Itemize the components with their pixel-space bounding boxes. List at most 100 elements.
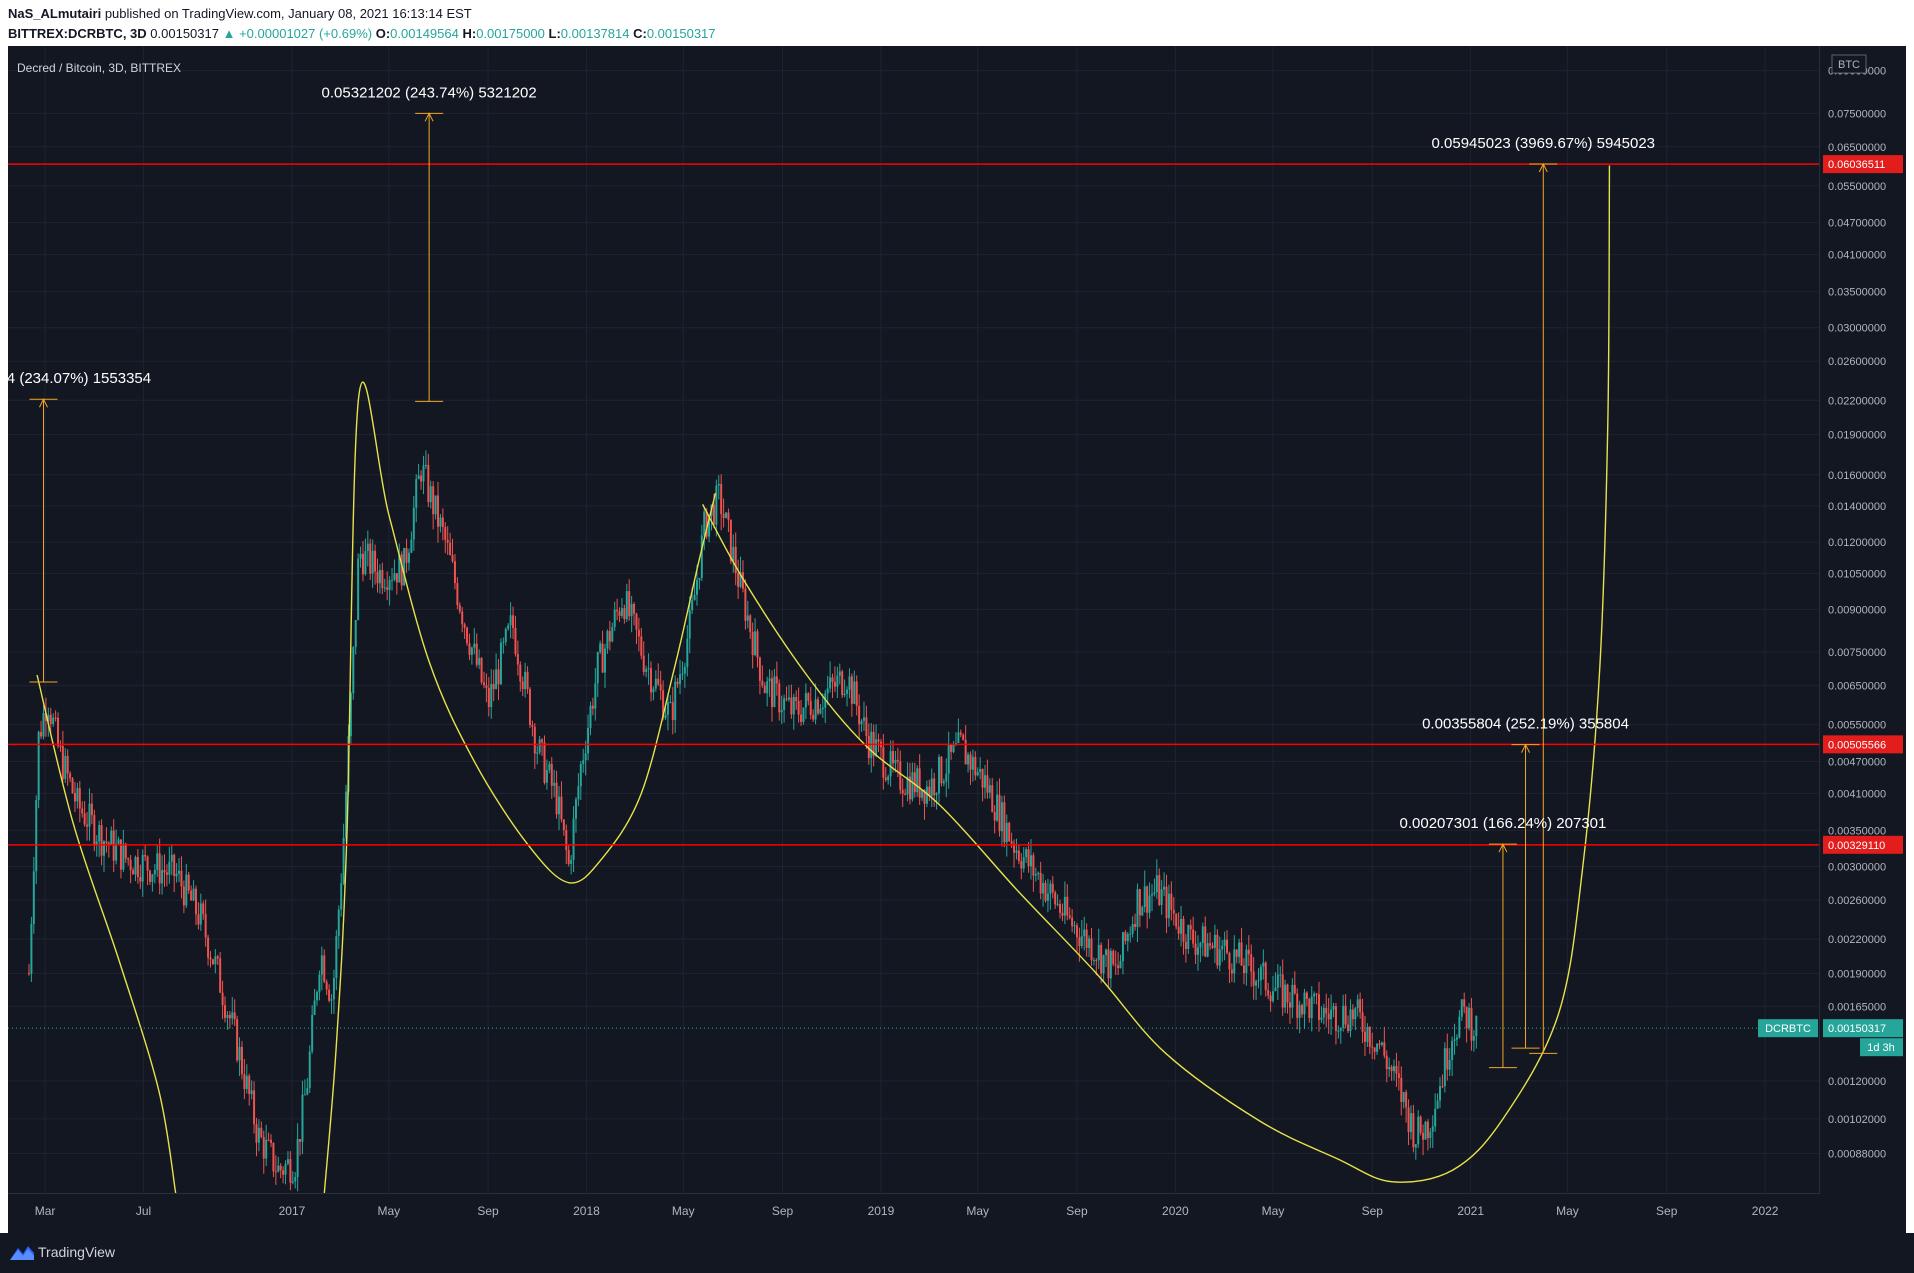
measure-label: 0.00207301 (166.24%) 207301	[1400, 815, 1607, 832]
price-tick-label: 0.07500000	[1828, 108, 1886, 120]
candle-body	[42, 713, 45, 737]
candle-body	[1071, 917, 1074, 927]
candle-body	[754, 631, 757, 656]
price-chart[interactable]: 0.01553354 (234.07%) 1553354 0.05321202 (…	[0, 46, 1906, 1233]
candle-body	[778, 683, 781, 713]
candle-body	[190, 890, 193, 901]
candle-body	[821, 707, 824, 710]
candle-body	[940, 756, 943, 784]
candle-body	[1463, 999, 1466, 1007]
candle-body	[429, 486, 432, 503]
candle-body	[814, 699, 817, 720]
candle-body	[228, 1014, 231, 1019]
candle-body	[1039, 872, 1042, 894]
candle-body	[1090, 938, 1093, 961]
candle-body	[1417, 1116, 1420, 1145]
candle-body	[1414, 1144, 1417, 1148]
price-tags: 0.06036511 0.00505566 0.00329110 DCRBTC 0.00…	[8, 155, 1903, 1057]
candle-body	[66, 755, 69, 774]
candle-body	[712, 504, 715, 525]
candle-body	[1059, 903, 1062, 913]
candle-body	[202, 903, 205, 915]
fit-curve	[702, 165, 1611, 1183]
candle-body	[732, 546, 735, 562]
candle-body	[277, 1165, 280, 1172]
candle-body	[393, 573, 396, 580]
symbol-label: BITTREX:DCRBTC, 3D	[8, 26, 147, 41]
candle-body	[671, 702, 674, 720]
candle-body	[1342, 1005, 1345, 1028]
candle-body	[572, 818, 575, 860]
candle-body	[391, 579, 394, 581]
candle-body	[998, 794, 1001, 832]
price-tick-label: 0.02600000	[1828, 356, 1886, 368]
candle-body	[359, 553, 362, 559]
candle-body	[381, 569, 384, 588]
candle-body	[434, 495, 437, 515]
candle-body	[1228, 952, 1231, 970]
candle-body	[921, 789, 924, 798]
price-tick-label: 0.03000000	[1828, 323, 1886, 335]
candle-body	[54, 717, 57, 719]
candle-body	[136, 856, 139, 878]
candle-body	[1451, 1040, 1454, 1060]
candle-body	[558, 796, 561, 815]
author-name[interactable]: NaS_ALmutairi	[8, 6, 102, 21]
candle-body	[996, 794, 999, 821]
level-price-tag	[1823, 735, 1903, 754]
candle-body	[1000, 802, 1003, 832]
candle-body	[161, 870, 164, 884]
candle-body	[560, 796, 563, 820]
price-tick-label: 0.00300000	[1828, 861, 1886, 873]
candle-body	[567, 850, 570, 864]
candle-body	[480, 658, 483, 683]
candle-body	[969, 754, 972, 770]
candle-body	[105, 841, 108, 844]
candle-body	[95, 841, 98, 846]
candle-body	[504, 628, 507, 642]
candle-body	[1158, 875, 1161, 905]
price-tick-label: 0.01600000	[1828, 470, 1886, 482]
candle-body	[657, 678, 660, 685]
fit-curve	[36, 674, 177, 1195]
candle-body	[1368, 1027, 1371, 1047]
candle-body	[1281, 974, 1284, 1008]
candle-body	[957, 732, 960, 744]
candle-body	[156, 853, 159, 871]
candle-body	[400, 554, 403, 586]
candle-body	[318, 974, 321, 993]
candle-body	[986, 775, 989, 793]
candle-body	[1049, 883, 1052, 894]
candle-body	[606, 630, 609, 649]
candle-body	[543, 742, 546, 783]
candle-body	[151, 874, 154, 882]
candle-body	[1097, 944, 1100, 961]
candle-body	[1422, 1132, 1425, 1140]
candle-body	[816, 699, 819, 714]
candle-body	[98, 825, 101, 842]
candle-body	[715, 485, 718, 525]
candle-body	[153, 870, 156, 875]
candle-body	[386, 587, 389, 590]
candle-body	[1247, 949, 1250, 955]
candle-body	[78, 788, 81, 809]
candle-body	[795, 696, 798, 702]
candle-body	[127, 858, 130, 860]
time-axis-background[interactable]	[8, 1194, 1820, 1233]
candle-body	[446, 539, 449, 543]
last-price-label: 0.00150317	[1828, 1023, 1886, 1035]
chart-area[interactable]: 0.01553354 (234.07%) 1553354 0.05321202 (…	[0, 46, 1906, 1233]
candle-body	[1051, 883, 1054, 893]
candle-body	[216, 956, 219, 959]
candle-body	[1361, 1012, 1364, 1032]
candle-body	[1284, 984, 1287, 1008]
candle-body	[1264, 962, 1267, 990]
price-tick-label: 0.00470000	[1828, 756, 1886, 768]
candle-body	[1046, 893, 1049, 901]
candle-body	[1143, 886, 1146, 908]
candle-body	[284, 1163, 287, 1175]
candle-body	[725, 512, 728, 518]
candle-body	[541, 739, 544, 743]
candle-body	[1080, 936, 1083, 947]
footer-brand[interactable]: TradingView	[38, 1244, 116, 1260]
